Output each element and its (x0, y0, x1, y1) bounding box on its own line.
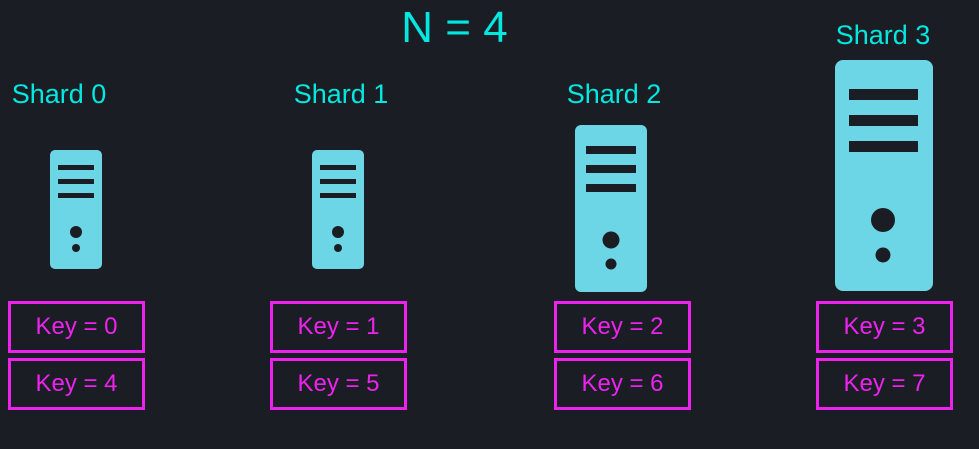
shard-2-key-first: Key = 2 (554, 301, 691, 353)
shard-1-key-first: Key = 1 (270, 301, 407, 353)
shard-3-key-second: Key = 7 (816, 358, 953, 410)
shard-3-key-first: Key = 3 (816, 301, 953, 353)
shard-2-key-second: Key = 6 (554, 358, 691, 410)
server-icon (312, 150, 364, 269)
shard-3-label: Shard 3 (835, 20, 931, 50)
shard-0-label: Shard 0 (11, 79, 107, 109)
server-icon (50, 150, 102, 269)
diagram-title: N = 4 (401, 3, 508, 52)
shard-1-label: Shard 1 (293, 79, 389, 109)
shard-2-label: Shard 2 (566, 79, 662, 109)
shard-0-key-first: Key = 0 (8, 301, 145, 353)
server-icon (835, 60, 933, 291)
shard-0-key-second: Key = 4 (8, 358, 145, 410)
shard-1-key-second: Key = 5 (270, 358, 407, 410)
server-icon (575, 125, 647, 292)
